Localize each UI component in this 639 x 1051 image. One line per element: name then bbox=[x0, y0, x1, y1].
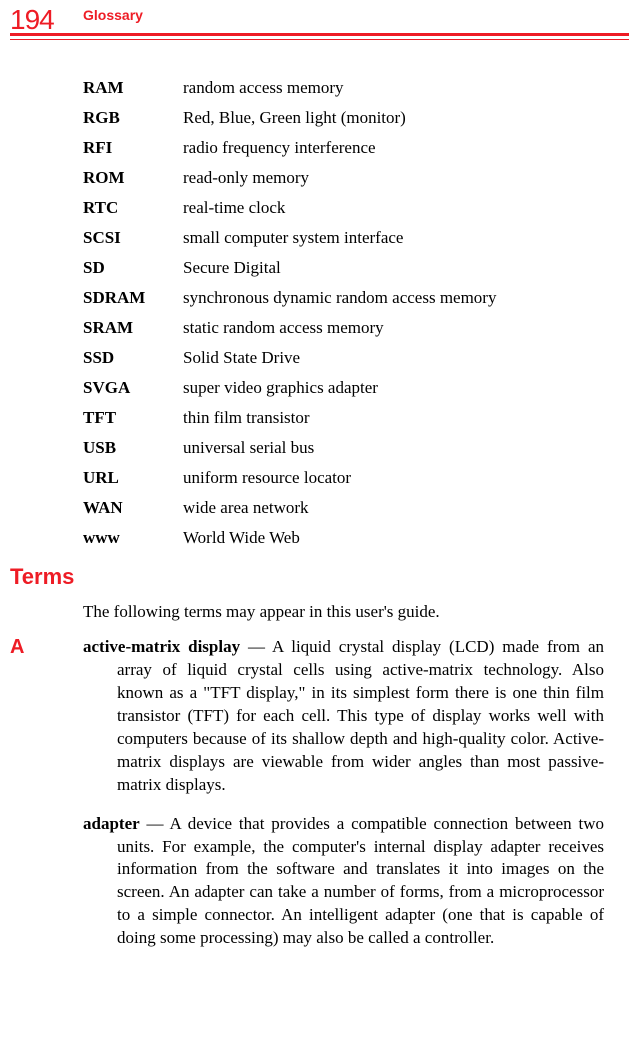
glossary-def: synchronous dynamic random access memory bbox=[183, 288, 496, 308]
glossary-def: thin film transistor bbox=[183, 408, 310, 428]
glossary-row: URLuniform resource locator bbox=[83, 468, 604, 488]
glossary-def: read-only memory bbox=[183, 168, 309, 188]
chapter-title: Glossary bbox=[83, 7, 143, 23]
glossary-row: RFIradio frequency interference bbox=[83, 138, 604, 158]
glossary-row: USBuniversal serial bus bbox=[83, 438, 604, 458]
glossary-row: SDSecure Digital bbox=[83, 258, 604, 278]
glossary-row: RAMrandom access memory bbox=[83, 78, 604, 98]
glossary-def: Red, Blue, Green light (monitor) bbox=[183, 108, 406, 128]
term-def: A device that provides a compatible conn… bbox=[117, 814, 604, 948]
term-entry: A active-matrix display — A liquid cryst… bbox=[83, 636, 604, 797]
glossary-def: universal serial bus bbox=[183, 438, 314, 458]
glossary-row: SCSIsmall computer system interface bbox=[83, 228, 604, 248]
header-rule-thin bbox=[10, 39, 629, 40]
glossary-term: URL bbox=[83, 468, 183, 488]
terms-intro: The following terms may appear in this u… bbox=[83, 602, 604, 622]
term-body: active-matrix display — A liquid crystal… bbox=[83, 636, 604, 797]
glossary-def: super video graphics adapter bbox=[183, 378, 378, 398]
glossary-def: World Wide Web bbox=[183, 528, 300, 548]
glossary-def: uniform resource locator bbox=[183, 468, 351, 488]
index-letter: A bbox=[10, 636, 24, 659]
glossary-term: TFT bbox=[83, 408, 183, 428]
acronym-list: RAMrandom access memoryRGBRed, Blue, Gre… bbox=[83, 78, 604, 548]
page-content: RAMrandom access memoryRGBRed, Blue, Gre… bbox=[0, 8, 639, 950]
term-sep: — bbox=[140, 814, 170, 833]
glossary-term: SCSI bbox=[83, 228, 183, 248]
glossary-term: RAM bbox=[83, 78, 183, 98]
glossary-def: wide area network bbox=[183, 498, 309, 518]
glossary-row: wwwWorld Wide Web bbox=[83, 528, 604, 548]
glossary-row: TFTthin film transistor bbox=[83, 408, 604, 428]
glossary-def: real-time clock bbox=[183, 198, 285, 218]
glossary-term: SD bbox=[83, 258, 183, 278]
glossary-term: USB bbox=[83, 438, 183, 458]
glossary-row: SVGAsuper video graphics adapter bbox=[83, 378, 604, 398]
glossary-def: radio frequency interference bbox=[183, 138, 376, 158]
glossary-term: www bbox=[83, 528, 183, 548]
page-header: 194 Glossary bbox=[0, 0, 639, 8]
glossary-term: SVGA bbox=[83, 378, 183, 398]
glossary-def: random access memory bbox=[183, 78, 344, 98]
glossary-row: RGBRed, Blue, Green light (monitor) bbox=[83, 108, 604, 128]
glossary-term: RTC bbox=[83, 198, 183, 218]
term-word: active-matrix display bbox=[83, 637, 240, 656]
glossary-row: RTCreal-time clock bbox=[83, 198, 604, 218]
glossary-term: SDRAM bbox=[83, 288, 183, 308]
page-number: 194 bbox=[10, 4, 54, 36]
term-def: A liquid crystal display (LCD) made from… bbox=[117, 637, 604, 794]
glossary-def: small computer system interface bbox=[183, 228, 403, 248]
glossary-row: SRAMstatic random access memory bbox=[83, 318, 604, 338]
glossary-row: SSDSolid State Drive bbox=[83, 348, 604, 368]
glossary-def: Secure Digital bbox=[183, 258, 281, 278]
term-entry: adapter — A device that provides a compa… bbox=[83, 813, 604, 951]
glossary-term: WAN bbox=[83, 498, 183, 518]
glossary-term: SRAM bbox=[83, 318, 183, 338]
glossary-term: ROM bbox=[83, 168, 183, 188]
glossary-def: Solid State Drive bbox=[183, 348, 300, 368]
glossary-row: ROMread-only memory bbox=[83, 168, 604, 188]
glossary-term: RFI bbox=[83, 138, 183, 158]
header-rule-thick bbox=[10, 33, 629, 36]
glossary-row: SDRAMsynchronous dynamic random access m… bbox=[83, 288, 604, 308]
glossary-row: WANwide area network bbox=[83, 498, 604, 518]
glossary-term: RGB bbox=[83, 108, 183, 128]
glossary-def: static random access memory bbox=[183, 318, 384, 338]
term-body: adapter — A device that provides a compa… bbox=[83, 813, 604, 951]
section-heading-terms: Terms bbox=[10, 564, 604, 590]
term-word: adapter bbox=[83, 814, 140, 833]
glossary-term: SSD bbox=[83, 348, 183, 368]
term-sep: — bbox=[240, 637, 272, 656]
